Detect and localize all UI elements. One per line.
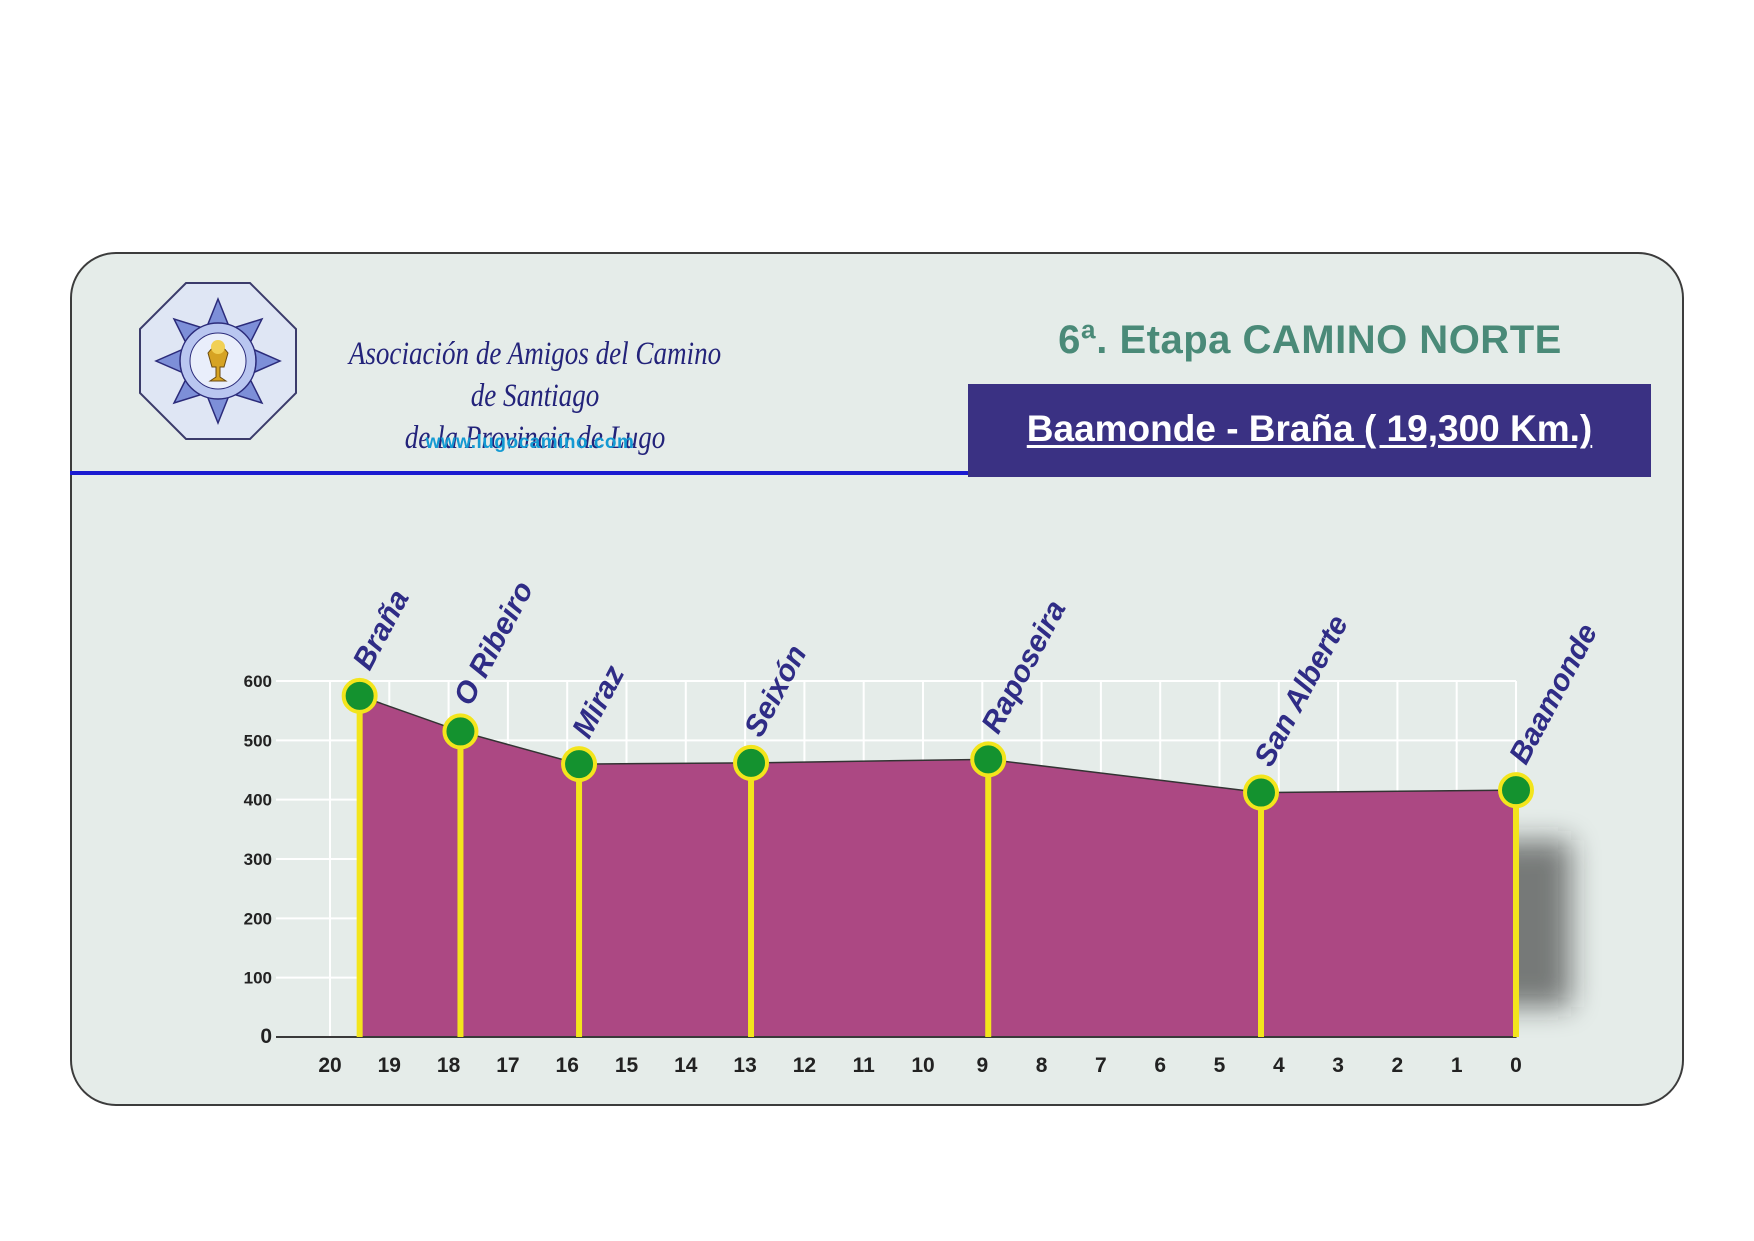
route-label: Baamonde - Braña ( 19,300 Km.) (1026, 408, 1593, 449)
y-tick-label: 0 (260, 1025, 272, 1048)
association-name-line2: de la Provincia de Lugo (404, 420, 666, 456)
waypoint-marker (561, 746, 598, 783)
waypoint-label: O Ribeiro (448, 576, 541, 711)
waypoint-label: Baamonde (1503, 619, 1604, 770)
x-tick-label: 5 (1214, 1054, 1226, 1077)
association-emblem-icon (139, 282, 297, 440)
waypoint-marker (1498, 772, 1534, 809)
y-tick-label: 100 (244, 969, 272, 988)
x-tick-label: 0 (1510, 1054, 1522, 1077)
x-tick-label: 15 (615, 1054, 639, 1077)
x-tick-label: 11 (853, 1054, 876, 1077)
x-tick-label: 4 (1273, 1054, 1285, 1077)
x-tick-label: 8 (1036, 1054, 1048, 1077)
association-name-line1: Asociación de Amigos del Camino de Santi… (348, 336, 722, 414)
waypoint-label: Braña (347, 585, 416, 676)
y-tick-label: 300 (244, 850, 272, 869)
profile-area-layer (358, 694, 1517, 1038)
waypoint-marker (970, 741, 1007, 778)
x-tick-label: 20 (318, 1054, 341, 1077)
x-tick-label: 12 (793, 1054, 816, 1077)
x-tick-label: 3 (1332, 1054, 1344, 1077)
elevation-area (358, 694, 1517, 1038)
x-tick-label: 2 (1392, 1054, 1404, 1077)
waypoint-stems (356, 695, 1519, 1037)
waypoint-markers (341, 677, 1534, 811)
waypoint-label: Raposeira (975, 595, 1072, 739)
y-tick-label: 500 (244, 731, 272, 750)
website-link[interactable]: www.lugocamino.com (425, 432, 635, 453)
y-tick-label: 400 (244, 791, 272, 810)
waypoint-marker (442, 713, 479, 750)
waypoint-label: Miraz (566, 660, 631, 743)
x-tick-label: 16 (556, 1054, 579, 1077)
stage-title: 6ª. Etapa CAMINO NORTE (1058, 318, 1562, 362)
x-tick-label: 14 (674, 1054, 698, 1077)
x-tick-label: 13 (733, 1054, 756, 1077)
x-tick-label: 17 (496, 1054, 519, 1077)
waypoint-label: Seixón (738, 640, 813, 742)
x-tick-label: 6 (1154, 1054, 1166, 1077)
x-tick-label: 19 (378, 1054, 401, 1077)
x-tick-label: 10 (911, 1054, 934, 1077)
x-tick-label: 9 (976, 1054, 988, 1077)
route-banner: Baamonde - Braña ( 19,300 Km.) (968, 384, 1651, 477)
waypoint-marker (1243, 774, 1280, 811)
x-tick-label: 7 (1095, 1054, 1107, 1077)
y-tick-label: 200 (244, 909, 272, 928)
x-tick-label: 1 (1451, 1054, 1463, 1077)
waypoint-marker (341, 677, 378, 714)
waypoint-labels: Braña O Ribeiro Miraz Seixón Raposeira San Al… (347, 576, 1604, 772)
header-divider (70, 471, 982, 475)
x-tick-label: 18 (437, 1054, 461, 1077)
y-tick-label: 600 (244, 672, 272, 691)
waypoint-marker (733, 744, 770, 781)
association-name: Asociación de Amigos del Camino de Santi… (342, 333, 727, 459)
